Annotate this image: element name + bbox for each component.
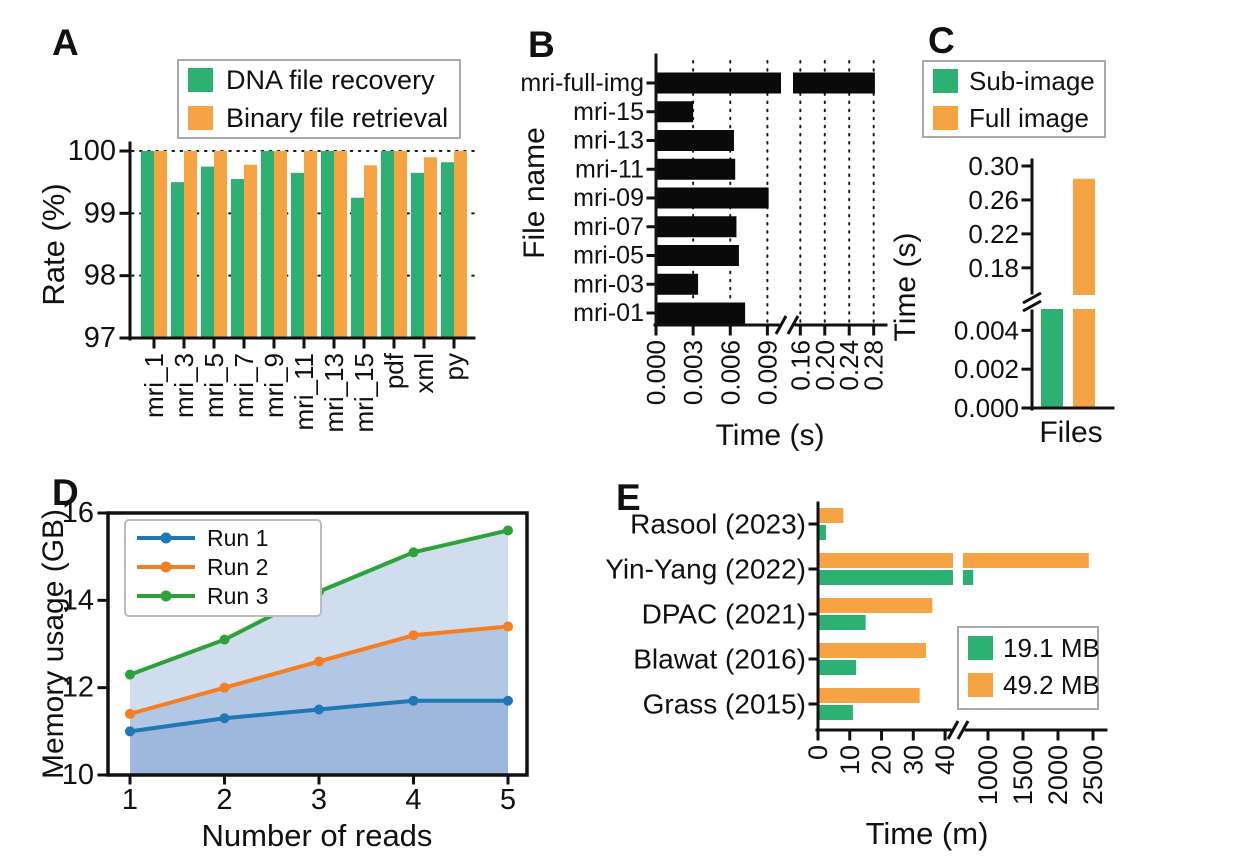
svg-text:mri-03: mri-03 [573, 270, 644, 298]
svg-text:98: 98 [84, 260, 116, 292]
svg-text:10: 10 [62, 759, 94, 791]
svg-text:0.009: 0.009 [752, 340, 782, 405]
svg-text:mri-11: mri-11 [575, 155, 644, 183]
svg-text:Grass (2015): Grass (2015) [643, 689, 806, 720]
svg-text:mri-07: mri-07 [573, 213, 644, 241]
svg-text:mri_9: mri_9 [259, 353, 289, 418]
svg-text:Yin-Yang (2022): Yin-Yang (2022) [605, 554, 806, 585]
svg-text:5: 5 [500, 784, 516, 816]
svg-text:100: 100 [68, 135, 116, 167]
svg-text:2: 2 [216, 784, 232, 816]
svg-text:20: 20 [867, 745, 897, 775]
svg-text:1000: 1000 [973, 745, 1003, 805]
svg-text:mri_5: mri_5 [199, 353, 229, 418]
svg-text:Time (s): Time (s) [889, 233, 922, 342]
svg-text:DNA file recovery: DNA file recovery [226, 65, 435, 95]
svg-text:10: 10 [835, 745, 865, 775]
svg-text:Sub-image: Sub-image [969, 66, 1095, 96]
svg-text:Files: Files [1039, 416, 1102, 449]
panel-e-chart: Rasool (2023) Yin-Yang (2022) DPAC (2021) B… [605, 501, 1108, 851]
svg-text:File name: File name [518, 127, 551, 259]
panel-b-chart: mri-full-imgmri-15mri-13mri-11mri-09mri-… [518, 53, 889, 452]
svg-text:xml: xml [409, 353, 439, 393]
svg-text:0.004: 0.004 [954, 315, 1019, 345]
svg-text:Rate (%): Rate (%) [36, 183, 71, 305]
svg-text:mri-05: mri-05 [573, 242, 644, 270]
svg-text:0.28: 0.28 [859, 340, 889, 391]
svg-text:0.16: 0.16 [785, 340, 815, 391]
svg-text:mri_1: mri_1 [139, 353, 169, 418]
svg-text:Time (s): Time (s) [716, 419, 825, 452]
svg-text:mri_15: mri_15 [349, 353, 379, 432]
svg-text:0.000: 0.000 [954, 393, 1019, 423]
svg-text:0: 0 [803, 745, 833, 760]
svg-text:2000: 2000 [1043, 745, 1073, 805]
svg-text:Number of reads: Number of reads [202, 818, 433, 853]
svg-text:DPAC (2021): DPAC (2021) [642, 599, 806, 630]
panel-c-label: C [928, 20, 955, 61]
panel-c-chart: 0.000 0.002 0.004 0.18 0.22 0.26 0.30 Time (s) F… [889, 60, 1115, 449]
svg-text:0.18: 0.18 [968, 253, 1019, 283]
svg-text:0.24: 0.24 [834, 340, 864, 391]
panel-a-label: A [52, 22, 79, 63]
svg-text:Rasool (2023): Rasool (2023) [630, 509, 806, 540]
svg-text:97: 97 [84, 322, 116, 354]
svg-text:mri_7: mri_7 [229, 353, 259, 418]
svg-text:4: 4 [405, 784, 421, 816]
svg-text:Memory usage (GB): Memory usage (GB) [37, 509, 70, 779]
svg-text:19.1 MB: 19.1 MB [1003, 633, 1100, 663]
svg-text:0.30: 0.30 [968, 151, 1019, 181]
svg-text:0.20: 0.20 [810, 340, 840, 391]
svg-text:mri-13: mri-13 [573, 127, 644, 155]
svg-text:0.22: 0.22 [968, 219, 1019, 249]
svg-text:2500: 2500 [1078, 745, 1108, 805]
panel-e-label: E [616, 477, 641, 518]
svg-text:0.006: 0.006 [715, 340, 745, 405]
svg-text:Time (m): Time (m) [866, 816, 989, 851]
svg-text:99: 99 [84, 197, 116, 229]
svg-text:mri_3: mri_3 [169, 353, 199, 418]
svg-text:3: 3 [311, 784, 327, 816]
svg-text:Binary file retrieval: Binary file retrieval [226, 103, 448, 133]
svg-text:mri-full-img: mri-full-img [520, 69, 644, 97]
svg-text:Run 3: Run 3 [207, 583, 268, 609]
panel-a-chart: mri_1 mri_3 mri_5 mri_7 mri_9 mri_11 mri_13 mri… [36, 59, 476, 432]
svg-text:0.000: 0.000 [641, 340, 671, 405]
svg-text:40: 40 [930, 745, 960, 775]
svg-text:mri_11: mri_11 [289, 353, 319, 431]
svg-text:1500: 1500 [1008, 745, 1038, 805]
svg-text:mri_13: mri_13 [319, 353, 349, 432]
svg-text:49.2 MB: 49.2 MB [1003, 670, 1100, 700]
svg-text:Blawat (2016): Blawat (2016) [633, 644, 806, 675]
svg-text:py: py [439, 353, 469, 380]
svg-text:14: 14 [62, 584, 94, 616]
svg-text:Run 1: Run 1 [207, 525, 268, 551]
svg-text:1: 1 [122, 784, 138, 816]
svg-text:0.002: 0.002 [954, 354, 1019, 384]
svg-text:mri-15: mri-15 [573, 98, 644, 126]
panel-d-label: D [52, 472, 79, 513]
panel-b-label: B [528, 24, 555, 65]
svg-text:pdf: pdf [379, 352, 409, 389]
svg-text:30: 30 [898, 745, 928, 775]
svg-text:0.26: 0.26 [968, 185, 1019, 215]
svg-text:Run 2: Run 2 [207, 554, 268, 580]
svg-text:16: 16 [62, 497, 94, 529]
svg-text:mri-01: mri-01 [573, 299, 644, 327]
svg-text:Full image: Full image [969, 103, 1089, 133]
svg-text:12: 12 [62, 672, 94, 704]
svg-text:mri-09: mri-09 [573, 184, 644, 212]
svg-text:0.003: 0.003 [678, 340, 708, 405]
